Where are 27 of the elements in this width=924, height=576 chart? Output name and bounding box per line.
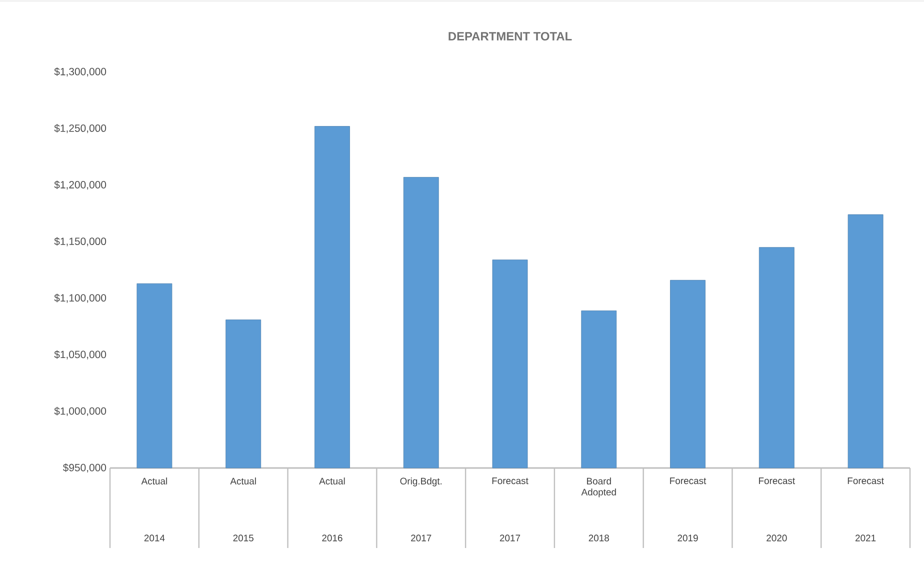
y-tick-label: $950,000 xyxy=(62,463,106,473)
x-tick-label: Forecast xyxy=(759,478,796,484)
y-tick-label: $1,200,000 xyxy=(54,180,106,190)
text: 2021 xyxy=(856,534,876,542)
x-tick-label: Board Adopted xyxy=(581,478,616,498)
y-tick-label: $1,250,000 xyxy=(54,124,106,134)
chart-title: DEPARTMENT TOTAL xyxy=(448,32,572,40)
y-tick-label: $1,150,000 xyxy=(54,237,106,246)
text: 2016 xyxy=(322,534,342,542)
y-tick-label: $1,100,000 xyxy=(54,294,106,303)
text: 2017 xyxy=(500,534,520,542)
x-tick-label: Orig.Bdgt. xyxy=(400,478,442,486)
text: 2020 xyxy=(766,534,787,542)
text: 2017 xyxy=(411,534,432,542)
text: 2018 xyxy=(588,534,610,542)
text: 2015 xyxy=(233,534,254,542)
y-tick-label: $1,050,000 xyxy=(54,350,106,360)
x-tick-label: Forecast xyxy=(492,478,528,484)
text: 2019 xyxy=(678,534,698,542)
x-tick-label: Actual xyxy=(319,478,345,484)
y-tick-label: $1,000,000 xyxy=(54,406,106,416)
x-tick-label: Forecast xyxy=(670,478,706,484)
x-tick-label: Actual xyxy=(141,478,167,484)
text: 2014 xyxy=(144,534,165,542)
y-tick-label: $1,300,000 xyxy=(54,67,106,77)
x-tick-label: Actual xyxy=(230,478,256,484)
x-tick-label: Forecast xyxy=(848,478,884,484)
